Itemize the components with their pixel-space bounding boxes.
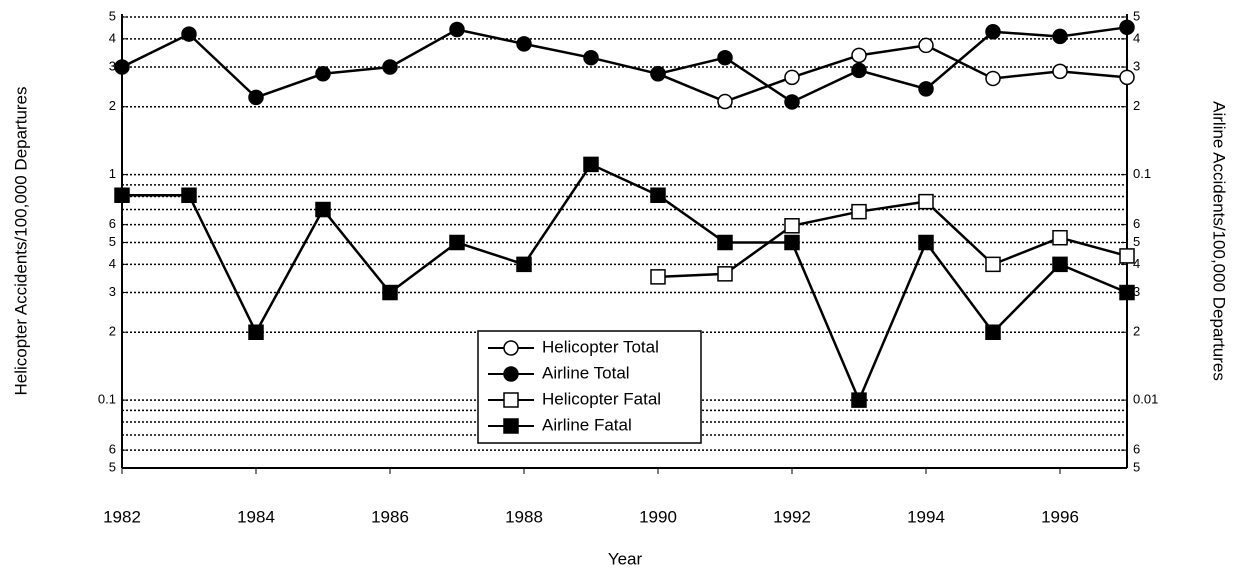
x-tick-label: 1986 [371,507,409,526]
y2-tick-label: 5 [1133,234,1140,249]
point [1119,248,1135,264]
x-tick-label: 1988 [505,507,543,526]
point [650,66,666,82]
point [985,256,1001,273]
y-tick-label: 2 [109,324,116,339]
point [1052,229,1068,246]
y2-axis-label: Airline Accidents/100,000 Departures [1210,101,1229,381]
legend-label: Helicopter Fatal [542,389,661,408]
y-axis-label: Helicopter Accidents/100,000 Departures [11,86,30,395]
point [717,266,733,282]
point [1119,69,1135,86]
legend-label: Airline Fatal [542,415,632,434]
y2-tick-label: 4 [1133,256,1140,271]
legend-marker [503,418,519,434]
point [717,93,733,110]
point [918,234,934,251]
point [784,69,800,86]
series-line [121,26,1128,104]
y-tick-label: 1 [109,166,116,181]
y-tick-label: 6 [109,442,116,457]
point [717,49,733,66]
point [1052,63,1068,80]
point [650,269,666,285]
point [784,218,800,234]
y-tick-label: 0.1 [98,392,116,407]
point [985,324,1001,340]
x-tick-label: 1996 [1041,507,1079,526]
point [1052,256,1068,273]
point [851,62,867,79]
y2-tick-label: 5 [1133,459,1140,474]
y2-tick-label: 3 [1133,58,1140,73]
point [315,201,331,218]
point [985,70,1001,87]
y-tick-label: 4 [109,30,116,45]
y2-tick-label: 2 [1133,98,1140,113]
point [583,49,599,66]
point [315,66,331,82]
y-tick-label: 3 [109,284,116,299]
point [1119,19,1135,36]
series-line [122,162,1128,404]
x-tick-label: 1990 [639,507,677,526]
point [449,234,465,251]
y-tick-label: 3 [109,58,116,73]
point [650,187,666,204]
point [918,37,934,54]
y2-tick-label: 4 [1133,30,1140,45]
y2-tick-label: 0.1 [1133,166,1151,181]
point [248,324,264,340]
x-tick-label: 1994 [907,507,945,526]
point [114,59,130,75]
y-tick-label: 2 [109,98,116,113]
point [449,21,465,38]
point [516,256,532,273]
point [181,187,197,204]
y2-tick-label: 2 [1133,324,1140,339]
point [784,94,800,110]
x-tick-label: 1984 [237,507,275,526]
point [918,81,934,97]
point [248,89,264,106]
point [784,234,800,251]
legend-label: Helicopter Total [542,337,659,356]
y2-tick-label: 6 [1133,442,1140,457]
point [382,59,398,75]
x-axis-label: Year [608,549,643,568]
point [1052,28,1068,45]
y2-tick-label: 3 [1133,284,1140,299]
series-line [657,200,1128,279]
point [851,203,867,220]
point [382,284,398,301]
y-tick-label: 6 [109,216,116,231]
x-tick-label: 1982 [103,507,141,526]
point [851,392,867,408]
point [583,156,599,173]
point [114,187,130,204]
legend-marker [503,366,519,382]
y-tick-label: 5 [109,234,116,249]
point [985,24,1001,40]
point [851,47,867,64]
point [717,234,733,251]
x-tick-label: 1992 [773,507,811,526]
y2-tick-label: 5 [1133,8,1140,23]
legend-label: Airline Total [542,363,630,382]
y-tick-label: 5 [109,8,116,23]
y-tick-label: 4 [109,256,116,271]
y2-tick-label: 0.01 [1133,392,1158,407]
legend-marker [503,392,519,408]
point [516,36,532,52]
y-tick-label: 5 [109,459,116,474]
point [181,26,197,42]
legend-marker [503,340,519,356]
series-line [657,44,1128,103]
y2-tick-label: 6 [1133,216,1140,231]
point [918,193,934,210]
point [1119,284,1135,301]
